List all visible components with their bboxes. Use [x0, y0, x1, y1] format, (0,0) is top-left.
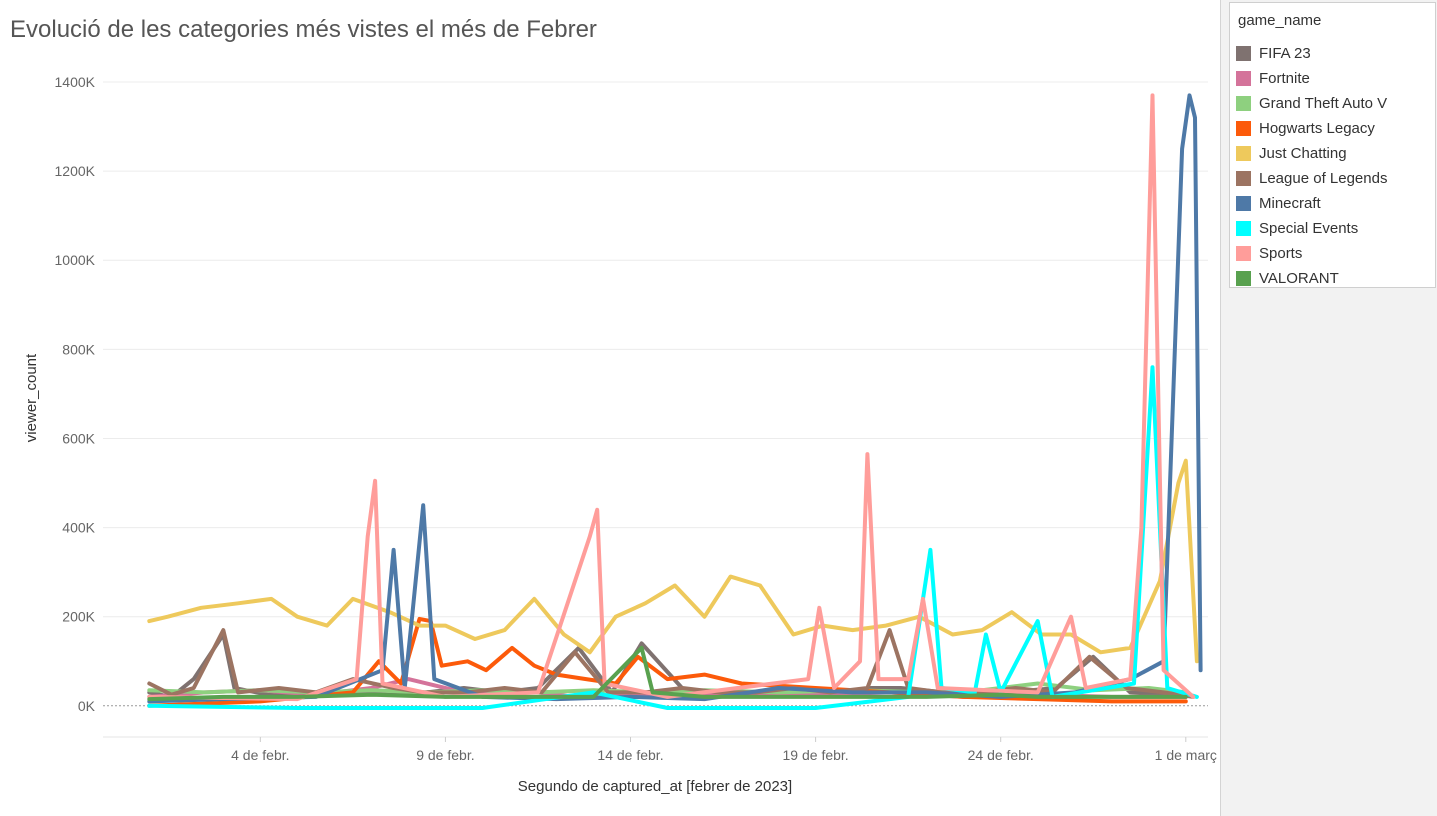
- legend: game_name FIFA 23 Fortnite Grand Theft Aut…: [1229, 2, 1436, 288]
- legend-items: FIFA 23 Fortnite Grand Theft Auto V Hogwart…: [1236, 41, 1387, 291]
- legend-swatch: [1236, 196, 1251, 211]
- y-tick-label: 200K: [62, 609, 95, 625]
- legend-swatch: [1236, 271, 1251, 286]
- legend-item[interactable]: Special Events: [1236, 216, 1387, 241]
- legend-swatch: [1236, 46, 1251, 61]
- y-tick-label: 400K: [62, 520, 95, 536]
- legend-swatch: [1236, 71, 1251, 86]
- series-line-just-chatting: [147, 458, 1199, 664]
- series-line-league-of-legends: [147, 628, 1196, 699]
- legend-item[interactable]: Hogwarts Legacy: [1236, 116, 1387, 141]
- series-line-special-events: [147, 365, 1199, 710]
- legend-swatch: [1236, 121, 1251, 136]
- y-tick-label: 1000K: [55, 252, 96, 268]
- legend-label: Hogwarts Legacy: [1259, 120, 1375, 137]
- legend-item[interactable]: Sports: [1236, 241, 1387, 266]
- x-tick-label: 4 de febr.: [231, 747, 289, 763]
- y-tick-label: 600K: [62, 430, 95, 446]
- y-axis-ticks: 0K 200K 400K 600K 800K 1000K 1200K 1400K: [55, 74, 96, 714]
- series-line-sports: [147, 93, 1196, 702]
- x-tick-label: 9 de febr.: [416, 747, 474, 763]
- legend-item[interactable]: League of Legends: [1236, 166, 1387, 191]
- x-tick-label: 19 de febr.: [783, 747, 849, 763]
- x-tick-label: 1 de març: [1155, 747, 1217, 763]
- series-line-valorant: [147, 645, 1188, 702]
- legend-title: game_name: [1238, 12, 1322, 29]
- y-tick-label: 800K: [62, 341, 95, 357]
- y-tick-label: 0K: [78, 698, 96, 714]
- legend-swatch: [1236, 246, 1251, 261]
- series-lines: [147, 93, 1203, 710]
- legend-item[interactable]: FIFA 23: [1236, 41, 1387, 66]
- x-tick-label: 24 de febr.: [968, 747, 1034, 763]
- legend-label: VALORANT: [1259, 270, 1339, 287]
- legend-label: Sports: [1259, 245, 1303, 262]
- legend-item[interactable]: Fortnite: [1236, 66, 1387, 91]
- y-tick-label: 1400K: [55, 74, 96, 90]
- legend-label: Special Events: [1259, 220, 1359, 237]
- legend-label: League of Legends: [1259, 170, 1388, 187]
- x-tick-label: 14 de febr.: [597, 747, 663, 763]
- legend-label: Fortnite: [1259, 70, 1310, 87]
- legend-label: Just Chatting: [1259, 145, 1347, 162]
- legend-swatch: [1236, 146, 1251, 161]
- series-line-minecraft: [147, 93, 1203, 704]
- legend-item[interactable]: Minecraft: [1236, 191, 1387, 216]
- y-axis-title: viewer_count: [23, 353, 40, 442]
- gridlines: [103, 81, 1208, 618]
- legend-item[interactable]: VALORANT: [1236, 266, 1387, 291]
- x-axis-title: Segundo de captured_at [febrer de 2023]: [518, 778, 792, 795]
- legend-label: Minecraft: [1259, 195, 1321, 212]
- legend-swatch: [1236, 171, 1251, 186]
- legend-item[interactable]: Just Chatting: [1236, 141, 1387, 166]
- legend-item[interactable]: Grand Theft Auto V: [1236, 91, 1387, 116]
- x-axis-ticks: 4 de febr. 9 de febr. 14 de febr. 19 de feb…: [231, 737, 1217, 763]
- line-chart: 0K 200K 400K 600K 800K 1000K 1200K 1400K 4 de f…: [23, 74, 1217, 795]
- series-line-fifa-23: [147, 632, 1188, 699]
- right-panel: game_name FIFA 23 Fortnite Grand Theft Aut…: [1220, 0, 1437, 816]
- legend-swatch: [1236, 221, 1251, 236]
- legend-label: FIFA 23: [1259, 45, 1311, 62]
- y-tick-label: 1200K: [55, 163, 96, 179]
- legend-label: Grand Theft Auto V: [1259, 95, 1388, 112]
- legend-swatch: [1236, 96, 1251, 111]
- chart-title: Evolució de les categories més vistes el…: [10, 16, 597, 43]
